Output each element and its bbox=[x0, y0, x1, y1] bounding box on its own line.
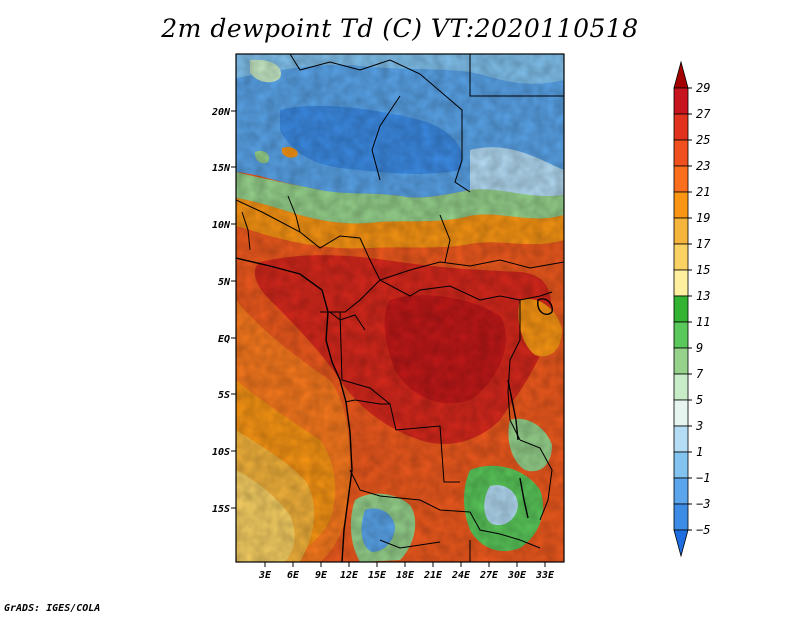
lon-tick-33e: 33E bbox=[535, 570, 555, 581]
colorbar-label: 1 bbox=[696, 445, 703, 459]
lat-tick-5n: 5N bbox=[218, 277, 231, 288]
map-border bbox=[235, 53, 565, 563]
country-borders bbox=[236, 54, 564, 562]
colorbar-swatch bbox=[673, 477, 689, 505]
lon-tick-21e: 21E bbox=[423, 570, 443, 581]
colorbar-swatch bbox=[673, 217, 689, 245]
lat-tick-15s: 15S bbox=[212, 504, 230, 515]
colorbar-swatch bbox=[673, 243, 689, 271]
colorbar-swatch bbox=[673, 321, 689, 349]
colorbar-swatch bbox=[673, 113, 689, 141]
lon-tick-6e: 6E bbox=[287, 570, 300, 581]
lat-tick-10s: 10S bbox=[212, 447, 230, 458]
lon-tick-30e: 30E bbox=[507, 570, 527, 581]
lon-tick-3e: 3E bbox=[258, 570, 272, 581]
colorbar-swatch bbox=[673, 60, 689, 89]
colorbar-swatch bbox=[673, 139, 689, 167]
lat-tick-20n: 20N bbox=[211, 107, 231, 118]
colorbar-labels: 29 27 25 23 21 19 17 15 13 11 9 7 5 3 1 −1 −3 −5 bbox=[688, 81, 711, 537]
colorbar bbox=[673, 60, 689, 558]
colorbar-swatch bbox=[673, 425, 689, 453]
colorbar-label: 13 bbox=[696, 289, 710, 303]
colorbar-swatch bbox=[673, 295, 689, 323]
lat-tick-eq: EQ bbox=[218, 334, 230, 345]
lon-tick-12e: 12E bbox=[340, 570, 359, 581]
colorbar-label: −1 bbox=[696, 471, 710, 485]
lat-axis: 20N 15N 10N 5N EQ 5S 10S 15S bbox=[211, 107, 236, 515]
colorbar-label: 21 bbox=[696, 185, 710, 199]
footer-credit: GrADS: IGES/COLA bbox=[4, 603, 101, 614]
lat-tick-15n: 15N bbox=[212, 163, 231, 174]
lon-tick-9e: 9E bbox=[315, 570, 328, 581]
colorbar-swatch bbox=[673, 451, 689, 479]
lon-tick-18e: 18E bbox=[396, 570, 415, 581]
dewpoint-field bbox=[236, 54, 564, 562]
colorbar-label: 25 bbox=[696, 133, 710, 147]
lon-tick-15e: 15E bbox=[368, 570, 387, 581]
colorbar-swatch bbox=[673, 165, 689, 193]
colorbar-label: 29 bbox=[696, 81, 710, 95]
coastlines bbox=[236, 257, 553, 562]
colorbar-swatch bbox=[673, 373, 689, 401]
colorbar-label: 27 bbox=[696, 107, 711, 121]
lon-axis: 3E 6E 9E 12E 15E 18E 21E 24E 27E 30E 33E bbox=[258, 562, 555, 581]
colorbar-label: 15 bbox=[696, 263, 710, 277]
colorbar-label: 5 bbox=[696, 393, 703, 407]
colorbar-swatch bbox=[673, 529, 689, 558]
colorbar-label: 23 bbox=[696, 159, 710, 173]
colorbar-swatch bbox=[673, 269, 689, 297]
colorbar-swatch bbox=[673, 347, 689, 375]
plot-title: 2m dewpoint Td (C) VT:2020110518 bbox=[161, 14, 639, 43]
colorbar-label: 11 bbox=[696, 315, 710, 329]
colorbar-swatch bbox=[673, 503, 689, 531]
colorbar-swatch bbox=[673, 87, 689, 115]
colorbar-label: −5 bbox=[696, 523, 710, 537]
colorbar-label: −3 bbox=[696, 497, 710, 511]
lon-tick-27e: 27E bbox=[479, 570, 499, 581]
colorbar-swatch bbox=[673, 191, 689, 219]
colorbar-label: 19 bbox=[696, 211, 710, 225]
lon-tick-24e: 24E bbox=[451, 570, 471, 581]
colorbar-label: 17 bbox=[696, 237, 711, 251]
colorbar-swatch bbox=[673, 399, 689, 427]
colorbar-label: 9 bbox=[696, 341, 703, 355]
lat-tick-10n: 10N bbox=[212, 220, 231, 231]
colorbar-label: 7 bbox=[696, 367, 704, 381]
lat-tick-5s: 5S bbox=[218, 390, 230, 401]
colorbar-label: 3 bbox=[695, 419, 703, 433]
